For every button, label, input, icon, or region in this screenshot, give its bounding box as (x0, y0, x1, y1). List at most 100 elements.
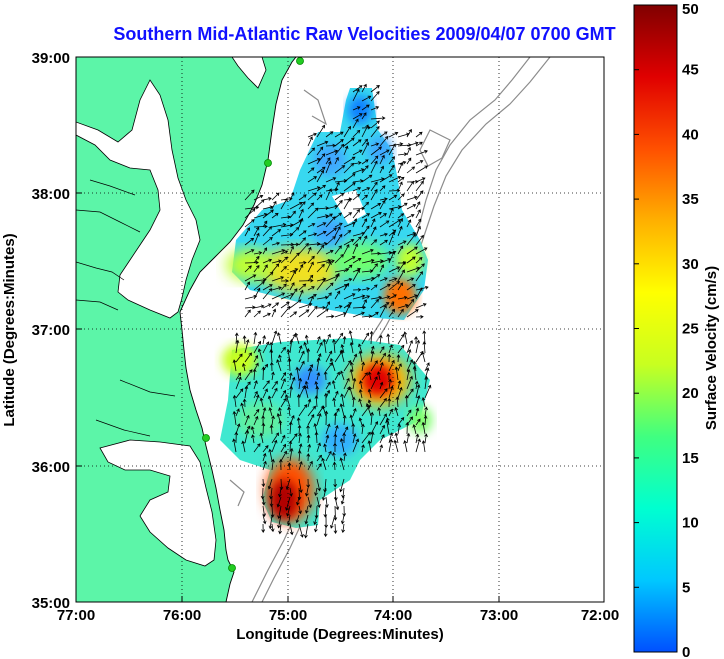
velocity-arrow (253, 255, 260, 264)
velocity-arrow (253, 415, 259, 426)
station-marker (228, 564, 236, 572)
velocity-arrow (340, 343, 345, 354)
velocity-arrow (343, 360, 352, 372)
velocity-arrow (298, 505, 302, 515)
chart-title: Southern Mid-Atlantic Raw Velocities 200… (113, 24, 616, 44)
velocity-arrow (342, 335, 347, 345)
velocity-arrow (253, 304, 265, 309)
velocity-arrow (271, 292, 286, 300)
velocity-arrow (244, 274, 257, 282)
velocity-arrow (325, 149, 339, 156)
velocity-arrow (289, 433, 298, 444)
velocity-arrow (262, 271, 274, 282)
velocity-arrow (278, 487, 282, 498)
velocity-arrow (289, 226, 300, 237)
velocity-arrow (361, 225, 370, 237)
velocity-arrow (257, 348, 264, 363)
velocity-arrow (334, 254, 344, 264)
velocity-arrow (406, 146, 411, 156)
velocity-arrow (325, 292, 332, 300)
velocity-arrow (253, 232, 260, 246)
velocity-arrow (370, 160, 378, 174)
velocity-arrow (379, 131, 388, 138)
velocity-arrow (361, 372, 368, 381)
velocity-arrow (298, 230, 307, 237)
velocity-arrow (307, 223, 316, 228)
velocity-arrow (268, 407, 273, 417)
velocity-arrow (415, 218, 422, 228)
velocity-arrow (280, 346, 286, 354)
velocity-arrow (244, 219, 255, 228)
velocity-arrow (298, 208, 304, 219)
velocity-arrow (296, 393, 301, 408)
velocity-arrow (271, 302, 280, 309)
velocity-arrow (242, 398, 247, 408)
velocity-arrow (379, 135, 389, 147)
velocity-arrow (271, 330, 278, 345)
velocity-arrow (235, 376, 242, 390)
velocity-arrow (306, 453, 311, 462)
velocity-arrow (280, 256, 289, 264)
hf-radar-stations (202, 57, 304, 572)
velocity-arrow (289, 270, 296, 282)
velocity-arrow (262, 380, 270, 390)
velocity-arrow (422, 341, 427, 354)
velocity-arrow (280, 434, 286, 444)
velocity-arrow (386, 333, 391, 345)
velocity-arrow (278, 523, 283, 535)
velocity-arrow (388, 385, 394, 399)
velocity-arrow (339, 403, 345, 417)
velocity-arrow (262, 303, 272, 309)
velocity-arrow (280, 215, 292, 219)
velocity-arrow (424, 384, 432, 399)
velocity-arrow (388, 438, 393, 453)
velocity-arrow (253, 443, 261, 453)
velocity-arrow (388, 175, 402, 183)
velocity-arrow (271, 200, 277, 210)
velocity-arrow (271, 415, 275, 426)
velocity-arrow (379, 434, 385, 444)
colorbar-tick-label: 25 (682, 321, 699, 338)
velocity-arrow (262, 452, 267, 462)
velocity-arrow (361, 174, 373, 183)
velocity-arrow (314, 523, 318, 533)
velocity-arrow (278, 407, 282, 417)
velocity-arrow (334, 371, 340, 381)
velocity-arrow (379, 381, 384, 390)
velocity-arrow (261, 523, 266, 533)
velocity-arrow (271, 276, 285, 282)
velocity-arrow (379, 302, 390, 309)
velocity-arrow (415, 141, 423, 147)
velocity-arrow (316, 413, 322, 426)
velocity-arrow (415, 234, 424, 246)
velocity-arrow (343, 173, 356, 183)
velocity-arrow (316, 496, 321, 508)
velocity-arrow (307, 274, 314, 282)
velocity-arrow (307, 460, 313, 471)
velocity-arrow (370, 126, 380, 138)
velocity-arrow (289, 201, 303, 210)
velocity-arrow (406, 340, 413, 354)
velocity-arrow (379, 149, 390, 156)
velocity-arrow (415, 256, 423, 264)
velocity-arrow (370, 142, 380, 147)
velocity-arrow (332, 338, 336, 354)
velocity-arrow (370, 239, 378, 246)
velocity-arrow (325, 282, 334, 291)
velocity-arrow (332, 397, 337, 408)
velocity-arrow (406, 141, 419, 147)
velocity-arrow (397, 303, 409, 309)
velocity-arrow (324, 496, 329, 508)
velocity-arrow (285, 394, 291, 408)
velocity-arrow (334, 226, 341, 237)
velocity-arrow (376, 371, 381, 381)
velocity-arrow (397, 363, 402, 372)
velocity-arrow (361, 95, 372, 102)
velocity-arrow (289, 210, 296, 219)
velocity-arrow (334, 179, 348, 183)
velocity-arrow (262, 312, 271, 318)
velocity-arrow (271, 241, 281, 246)
velocity-arrow (296, 496, 300, 506)
velocity-arrow (262, 335, 266, 345)
y-tick-label: 39:00 (32, 50, 70, 67)
